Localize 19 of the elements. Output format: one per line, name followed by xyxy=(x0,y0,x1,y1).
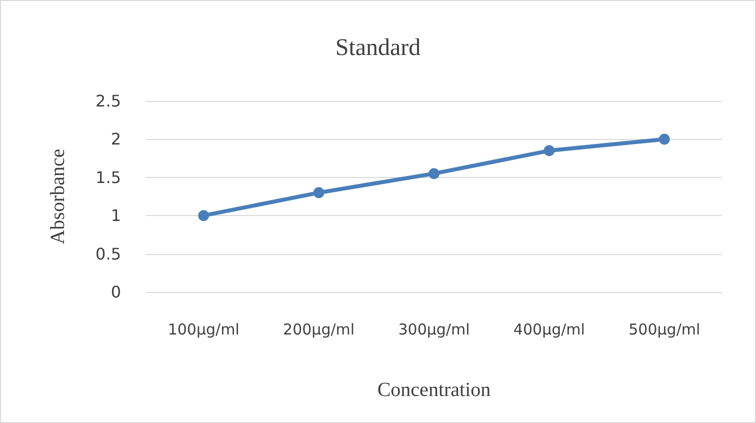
point xyxy=(428,168,440,180)
point xyxy=(198,210,210,222)
x-tick-label: 200µg/ml xyxy=(283,320,355,338)
y-tick-label: 1.5 xyxy=(96,168,121,187)
y-tick-label: 2 xyxy=(110,130,121,149)
y-axis-title: Absorbance xyxy=(47,148,69,244)
x-tick-label: 300µg/ml xyxy=(398,320,470,338)
point xyxy=(658,134,670,145)
x-axis-title: Concentration xyxy=(377,379,491,401)
x-tick-label: 100µg/ml xyxy=(168,320,240,338)
x-tick-label: 400µg/ml xyxy=(513,320,585,338)
y-tick-label: 2.5 xyxy=(96,92,121,110)
y-tick-label: 0 xyxy=(110,282,121,302)
y-tick-label: 0.5 xyxy=(96,244,121,264)
y-tick-label: 1 xyxy=(110,206,121,226)
chart-title: Standard xyxy=(335,35,421,61)
point xyxy=(313,187,324,198)
x-tick-label: 500µg/ml xyxy=(628,320,700,338)
point xyxy=(544,145,555,156)
